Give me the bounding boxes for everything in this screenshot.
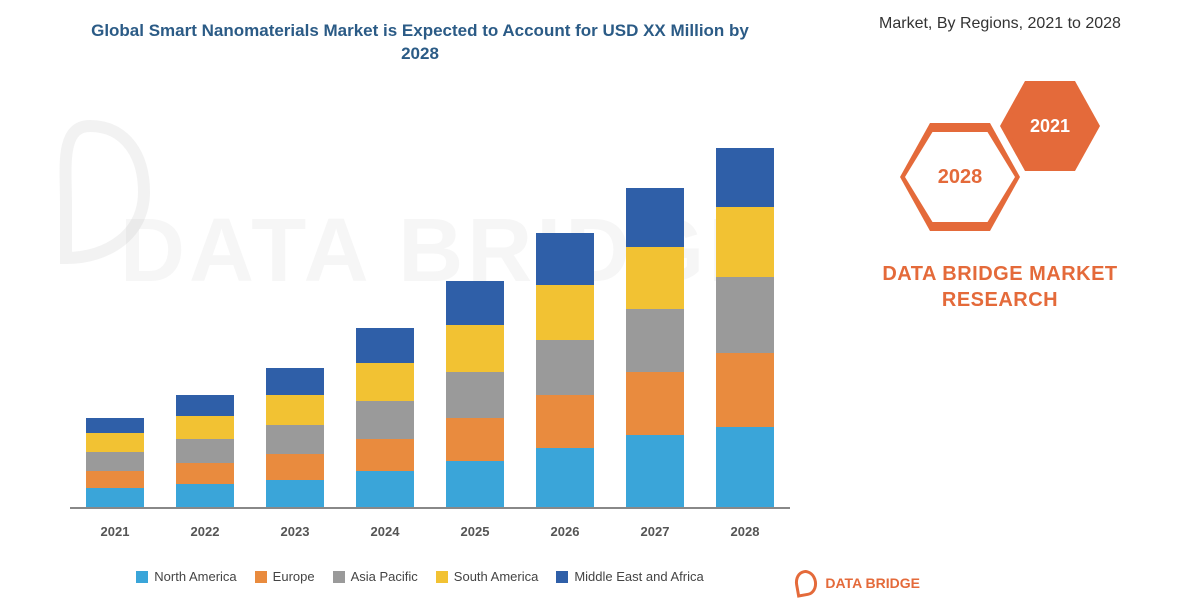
right-panel-title: Market, By Regions, 2021 to 2028 xyxy=(879,15,1121,33)
legend-item: South America xyxy=(436,569,539,584)
brand-line-2: RESEARCH xyxy=(942,289,1058,311)
x-axis-label: 2023 xyxy=(250,524,340,539)
bar-segment xyxy=(536,340,594,395)
bar-segment xyxy=(626,309,684,372)
x-axis-label: 2024 xyxy=(340,524,430,539)
bar-segment xyxy=(446,325,504,371)
x-axis-label: 2027 xyxy=(610,524,700,539)
bar-segment xyxy=(536,448,594,507)
bar-stack xyxy=(266,368,324,507)
bar-stack xyxy=(626,188,684,507)
legend-swatch xyxy=(333,571,345,583)
bar-segment xyxy=(176,484,234,507)
bar-stack xyxy=(86,418,144,507)
bar-segment xyxy=(716,353,774,427)
bar-segment xyxy=(446,372,504,418)
legend-swatch xyxy=(436,571,448,583)
bar-segment xyxy=(176,463,234,484)
bar-segment xyxy=(356,363,414,401)
legend-swatch xyxy=(556,571,568,583)
bar-slot xyxy=(250,88,340,507)
main-layout: Global Smart Nanomaterials Market is Exp… xyxy=(0,0,1200,600)
bar-segment xyxy=(536,233,594,286)
bar-segment xyxy=(266,395,324,425)
brand-line-1: DATA BRIDGE MARKET xyxy=(882,263,1117,285)
bar-segment xyxy=(176,395,234,416)
bar-segment xyxy=(716,148,774,207)
bar-segment xyxy=(356,471,414,507)
bar-stack xyxy=(446,281,504,507)
bar-segment xyxy=(266,425,324,455)
chart-legend: North America Europe Asia Pacific South Ame… xyxy=(30,563,810,590)
x-axis-label: 2026 xyxy=(520,524,610,539)
chart-panel: Global Smart Nanomaterials Market is Exp… xyxy=(0,0,820,600)
bar-slot xyxy=(70,88,160,507)
bar-segment xyxy=(266,454,324,479)
bar-slot xyxy=(160,88,250,507)
bar-segment xyxy=(176,416,234,439)
legend-label: South America xyxy=(454,569,539,584)
bar-slot xyxy=(430,88,520,507)
chart-plot: 20212022202320242025202620272028 xyxy=(30,78,810,559)
legend-label: Europe xyxy=(273,569,315,584)
bar-segment xyxy=(86,433,144,452)
brand-name: DATA BRIDGE MARKET RESEARCH xyxy=(882,261,1117,313)
bar-slot xyxy=(340,88,430,507)
bar-segment xyxy=(716,277,774,353)
bar-segment xyxy=(86,452,144,471)
bar-stack xyxy=(536,233,594,507)
bar-slot xyxy=(610,88,700,507)
bar-segment xyxy=(536,395,594,448)
chart-title: Global Smart Nanomaterials Market is Exp… xyxy=(30,20,810,66)
bar-stack xyxy=(176,395,234,507)
legend-item: North America xyxy=(136,569,236,584)
bar-segment xyxy=(446,461,504,507)
legend-label: Middle East and Africa xyxy=(574,569,703,584)
bar-segment xyxy=(356,439,414,471)
x-axis-label: 2021 xyxy=(70,524,160,539)
bar-segment xyxy=(626,247,684,308)
bar-stack xyxy=(716,148,774,507)
x-axis-label: 2025 xyxy=(430,524,520,539)
legend-item: Asia Pacific xyxy=(333,569,418,584)
bars-container xyxy=(70,88,790,509)
legend-label: Asia Pacific xyxy=(351,569,418,584)
hexagon-graphic: 2028 2021 xyxy=(890,73,1110,243)
x-axis-labels: 20212022202320242025202620272028 xyxy=(70,524,790,539)
bar-segment xyxy=(176,439,234,462)
bar-segment xyxy=(356,401,414,439)
bar-segment xyxy=(86,488,144,507)
bar-segment xyxy=(536,285,594,340)
right-panel: Market, By Regions, 2021 to 2028 2028 20… xyxy=(820,0,1200,600)
legend-label: North America xyxy=(154,569,236,584)
bar-segment xyxy=(356,328,414,364)
legend-swatch xyxy=(136,571,148,583)
bar-segment xyxy=(86,471,144,488)
bar-segment xyxy=(716,427,774,507)
bar-segment xyxy=(266,368,324,395)
bar-segment xyxy=(86,418,144,433)
bar-segment xyxy=(626,188,684,247)
bar-segment xyxy=(446,418,504,460)
x-axis-label: 2028 xyxy=(700,524,790,539)
x-axis-label: 2022 xyxy=(160,524,250,539)
bar-slot xyxy=(520,88,610,507)
bar-segment xyxy=(266,480,324,507)
bar-segment xyxy=(626,435,684,507)
legend-item: Europe xyxy=(255,569,315,584)
bar-segment xyxy=(626,372,684,435)
bar-segment xyxy=(446,281,504,325)
legend-swatch xyxy=(255,571,267,583)
bar-segment xyxy=(716,207,774,277)
bar-slot xyxy=(700,88,790,507)
bar-stack xyxy=(356,328,414,507)
legend-item: Middle East and Africa xyxy=(556,569,703,584)
